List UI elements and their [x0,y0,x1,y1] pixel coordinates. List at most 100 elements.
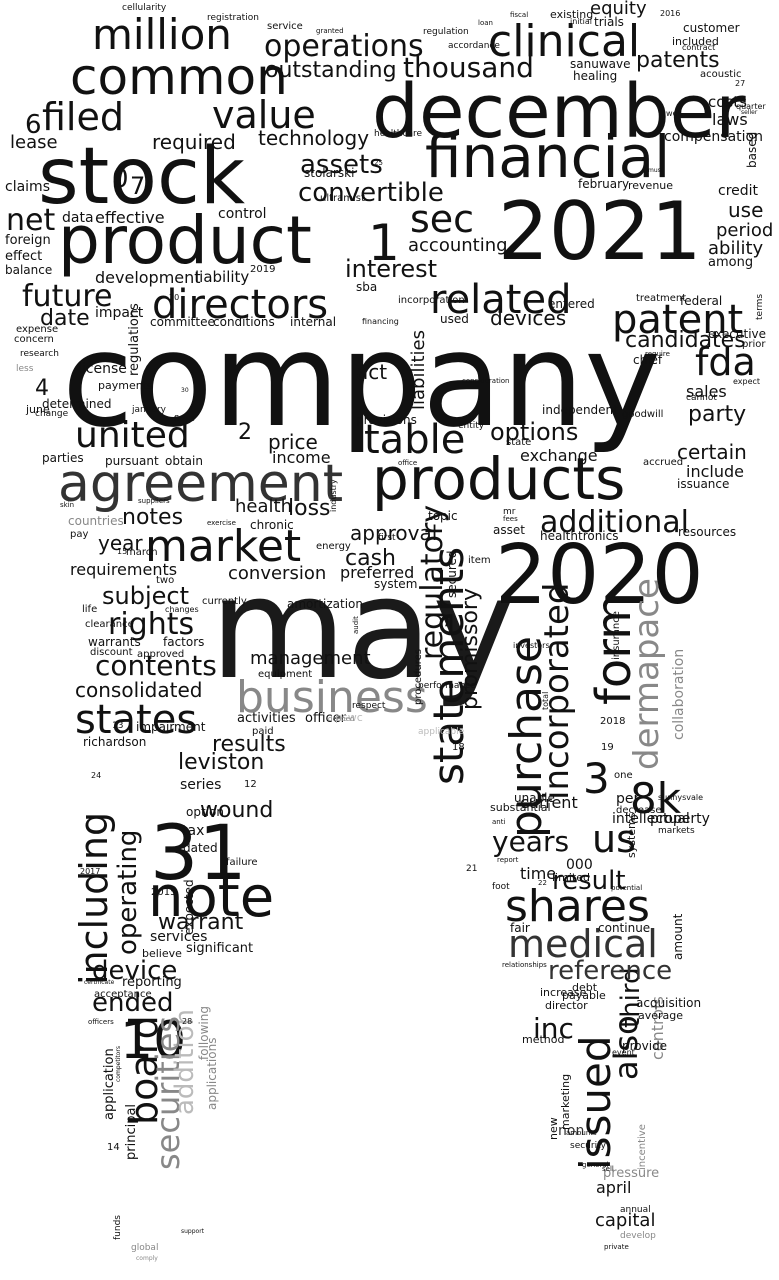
word-require: cannot [686,393,717,403]
word-sundstrom: sell [602,1165,614,1173]
word-21: 20 [169,293,180,302]
word-impairment: paid [252,726,274,737]
word-agreement: agreement [58,454,344,514]
word-security: marketing [559,1073,572,1130]
word-amortization: changes [165,605,199,614]
word-chief: chief [633,353,663,367]
word-seller: quarter [736,102,766,111]
word-used: used [440,312,469,326]
word-current: 000 [566,857,593,873]
word-2020: 2020 [495,528,704,623]
word-incentive: trials [594,15,624,29]
word-independent: provisions [356,413,417,427]
word-entity: consideration [462,377,510,385]
word-controls: continue [598,921,651,935]
word-topic: entity [458,421,485,431]
word-audit: respect [352,701,386,711]
word-inc: inc [533,1012,574,1045]
word-tax: officer [305,711,347,726]
word-provisions: industry [329,479,338,512]
word-performance: competitors [115,1046,122,1082]
word-insurance: insurance [611,611,622,660]
word-included: 2016 [660,9,681,18]
word-candidates: candidates [625,328,746,353]
word-equity: equity [590,0,647,19]
word-defined: applicable [418,727,465,737]
word-first: fees [503,515,518,523]
word-cannot: markets [658,826,695,836]
word-convertible: convertible [298,178,444,208]
word-15: 14 [107,1142,120,1153]
word-treatment: treatment [636,293,687,304]
word-warrant: warrant [158,910,244,935]
word-accordance: regulation [423,27,469,37]
word-ability: ability [708,238,764,259]
word-regulations: regulations [127,303,142,376]
word-assets: assets [300,150,383,180]
word-annual: general [582,1161,609,1169]
word-control: control [218,206,267,222]
word-patent: patent [612,297,744,343]
word-cash: cash [345,546,396,571]
word-dated: tax [182,823,205,839]
word-products: products [372,445,626,513]
word-paid: failure [226,857,258,868]
word-markets: decrease [616,805,662,816]
word-debt: payable [562,989,606,1002]
word-contract: included [672,35,719,48]
word-changes: factors [163,635,205,649]
word-substantial: limited [552,871,590,884]
word-obtain: pursuant [105,454,159,468]
word-private: develop [620,1231,656,1241]
word-period: period [716,220,774,241]
word-unable: substantial [490,801,551,814]
word-foot: unable [514,791,555,805]
word-change: june [26,403,50,416]
word-wound: wound [200,798,274,823]
word-certificate: relationships [502,961,547,969]
word-2019: 2018 [600,716,626,727]
word-service: registration [207,13,259,23]
word-well: customer [683,21,740,35]
word-approval: approval [350,521,438,545]
word-federal: federal [680,294,723,308]
word-capital: april [596,1178,632,1197]
word-officer: activities [237,711,296,726]
word-property: intellectual [612,811,690,827]
word-competitors: funds [113,1215,123,1240]
word-new: debt [572,981,598,994]
word-mr: topic [428,509,458,523]
word-requirements: requirements [70,560,178,579]
word-accounting: accounting [408,235,508,256]
word-among: among [708,255,754,270]
word-services: reporting [122,975,182,990]
word-sec: sec [410,197,475,241]
word-us: us [592,817,636,861]
word-entered: entered [548,297,595,311]
word-december: december [372,69,746,155]
word-energy: first [378,533,396,543]
word-applicable: pswc [335,711,363,724]
word-factors: approved [137,649,185,660]
word-revenue: february [578,177,630,191]
word-united: united [75,415,190,456]
word-based: credit [718,183,759,199]
word-general: amounts [566,1129,597,1137]
word-incorporation: flows [174,414,195,423]
word-payments: less [16,364,34,374]
word-option: series [180,777,222,793]
word-pursuant: parties [42,451,84,465]
word-potential: systems [625,812,638,859]
word-healthtronics: healthtronics [540,529,619,543]
word-procedures: secured [445,550,459,598]
word-acquisition: amount [671,913,685,960]
word-application: expected [182,879,196,935]
word-act: act [356,360,388,384]
word-method: private [604,1243,629,1251]
word-2017: 2015 [151,887,177,898]
word-use: use [728,198,764,222]
word-industry: exercise [207,519,236,527]
word-exchange: exchange [520,446,598,465]
word-required: required [152,130,236,154]
word-impact: impact [95,305,144,321]
